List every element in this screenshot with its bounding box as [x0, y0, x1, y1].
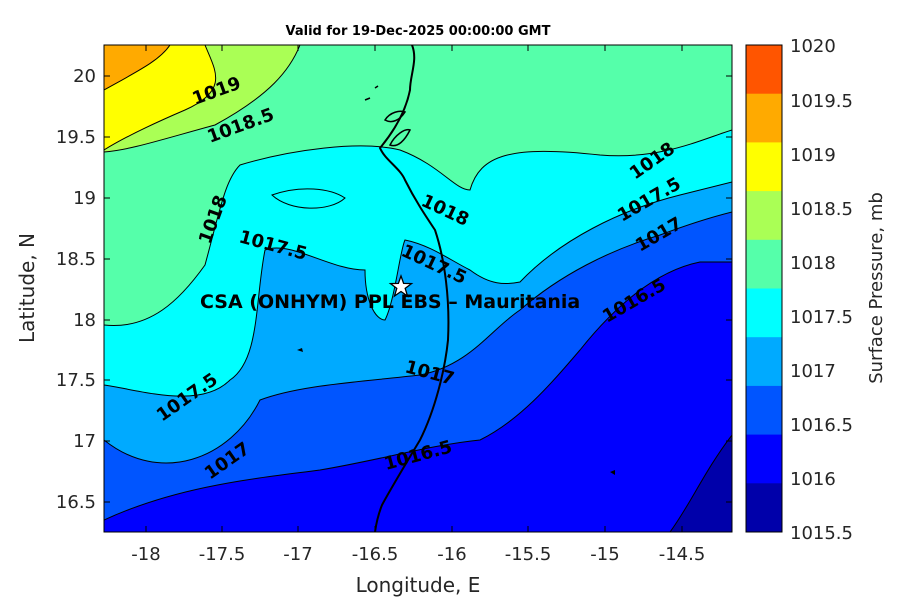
- colorbar-tick-label: 1015.5: [790, 523, 853, 544]
- y-tick-label: 17.5: [56, 370, 96, 391]
- star-icon: [388, 274, 414, 298]
- pressure-field: [104, 45, 732, 532]
- x-tick-label: -15.5: [505, 544, 552, 565]
- x-tick-label: -16.5: [352, 544, 399, 565]
- colorbar-swatch: [746, 385, 782, 436]
- colorbar-swatch: [746, 239, 782, 289]
- banc-arguin-islands: [364, 85, 412, 147]
- y-tick-label: 20: [73, 66, 96, 87]
- colorbar-swatch: [746, 93, 782, 143]
- y-tick-label: 19.5: [56, 127, 96, 148]
- x-axis: -18 -17.5 -17 -16.5 -16 -15.5 -15 -14.5 …: [131, 45, 705, 597]
- y-tick-label: 19: [73, 188, 96, 209]
- colorbar-tick-label: 1018: [790, 253, 836, 274]
- x-axis-label: Longitude, E: [356, 573, 481, 597]
- colorbar-tick-label: 1016.5: [790, 415, 853, 436]
- y-axis-label: Latitude, N: [15, 233, 39, 343]
- site-label: CSA (ONHYM) PPL EBS – Mauritania: [200, 291, 580, 313]
- band-1019-5: [104, 45, 170, 90]
- colorbar-swatch: [746, 191, 782, 241]
- colorbar-swatch: [746, 434, 782, 484]
- colorbar-tick-label: 1019.5: [790, 91, 853, 112]
- map-title: Valid for 19-Dec-2025 00:00:00 GMT: [285, 24, 551, 39]
- colorbar-frame: [745, 44, 783, 533]
- colorbar-swatch: [746, 142, 782, 192]
- colorbar-tick-label: 1018.5: [790, 199, 853, 220]
- x-tick-label: -15: [590, 544, 619, 565]
- colorbar-swatch: [746, 337, 782, 387]
- band-1015-5: [670, 435, 732, 532]
- x-tick-label: -18: [131, 544, 160, 565]
- colorbar-tick-label: 1019: [790, 145, 836, 166]
- colorbar-tick-label: 1016: [790, 469, 836, 490]
- y-tick-label: 18: [73, 310, 96, 331]
- colorbar-tick-label: 1020: [790, 36, 836, 57]
- colorbar-swatch: [746, 483, 782, 533]
- colorbar-label: Surface Pressure, mb: [866, 192, 887, 384]
- x-tick-label: -17.5: [199, 544, 246, 565]
- plot-frame: [103, 44, 733, 533]
- colorbar: 1020 1019.5 1019 1018.5 1018 1017.5 1017…: [745, 36, 887, 544]
- band-1016: [104, 262, 732, 532]
- y-tick-label: 18.5: [56, 249, 96, 270]
- colorbar-swatch: [746, 288, 782, 338]
- colorbar-tick-label: 1017: [790, 361, 836, 382]
- isobars: [104, 45, 732, 532]
- small-island: [297, 348, 303, 352]
- y-tick-label: 16.5: [56, 492, 96, 513]
- x-tick-label: -17: [283, 544, 312, 565]
- coastline: [374, 45, 450, 532]
- x-tick-label: -16: [437, 544, 466, 565]
- small-island: [610, 470, 615, 475]
- x-tick-label: -14.5: [659, 544, 706, 565]
- colorbar-swatch: [746, 45, 782, 95]
- y-axis: 20 19.5 19 18.5 18 17.5 17 16.5 Latitude…: [15, 66, 732, 513]
- colorbar-tick-label: 1017.5: [790, 307, 853, 328]
- y-tick-label: 17: [73, 431, 96, 452]
